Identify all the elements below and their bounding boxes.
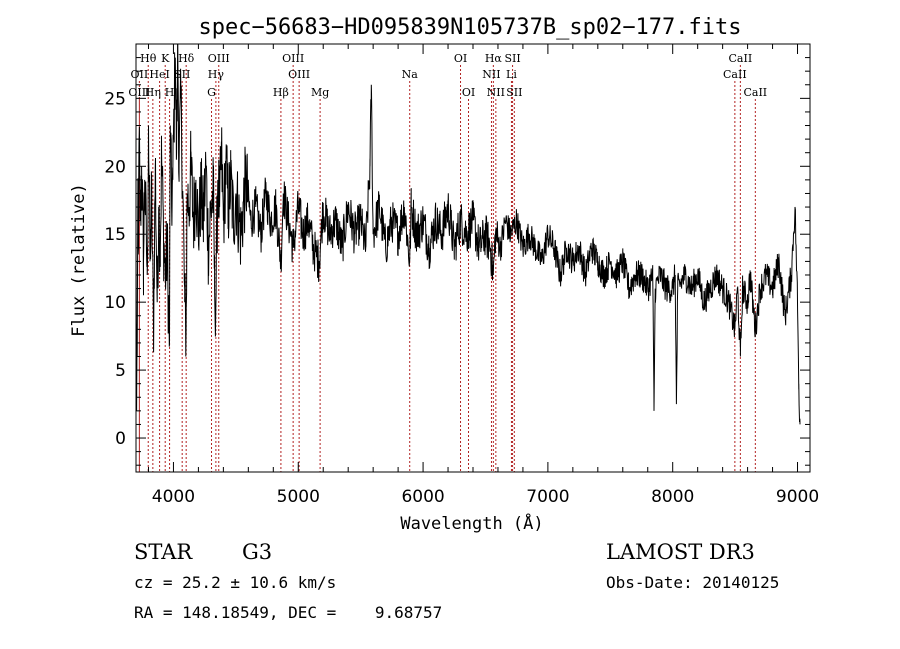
line-marker-label: NII <box>487 86 505 99</box>
line-marker-label: CaII <box>729 52 753 65</box>
y-tick-label: 20 <box>104 157 126 177</box>
line-marker-label: Hη <box>145 86 161 99</box>
line-marker-label: HeI <box>149 68 169 81</box>
line-marker-label: OII <box>131 68 149 81</box>
line-marker-label: NII <box>482 68 500 81</box>
survey-name: LAMOST DR3 <box>606 540 755 564</box>
spectrum-line <box>135 43 801 425</box>
emission-line-markers <box>138 65 756 472</box>
x-axis-ticks: 4000 5000 6000 7000 8000 9000 <box>147 44 819 507</box>
x-tick-label: 7000 <box>526 487 569 507</box>
y-axis-label: Flux (relative) <box>69 183 89 337</box>
line-marker-label: Hδ <box>178 52 195 65</box>
line-marker-label: OIII <box>288 68 310 81</box>
line-marker-label: SII <box>506 86 522 99</box>
line-marker-label: OI <box>462 86 475 99</box>
x-axis-label: Wavelength (Å) <box>400 512 543 534</box>
line-marker-label: OIII <box>282 52 304 65</box>
y-tick-label: 0 <box>115 429 126 449</box>
observation-date: Obs-Date: 20140125 <box>606 573 780 592</box>
line-marker-label: H <box>165 86 175 99</box>
line-marker-label: OI <box>454 52 467 65</box>
line-marker-label: CaII <box>723 68 747 81</box>
line-marker-label: Hγ <box>208 68 225 81</box>
y-tick-label: 10 <box>104 293 126 313</box>
y-tick-label: 15 <box>104 225 126 245</box>
line-marker-label: G <box>207 86 216 99</box>
x-tick-label: 4000 <box>152 487 195 507</box>
line-marker-label: Hα <box>485 52 503 65</box>
redshift-velocity: cz = 25.2 ± 10.6 km/s <box>134 573 337 592</box>
y-tick-label: 25 <box>104 89 126 109</box>
line-marker-label: Hβ <box>273 86 289 99</box>
line-marker-label: SII <box>504 52 520 65</box>
line-marker-label: OIII <box>128 86 150 99</box>
y-axis-ticks: 0 5 10 15 20 25 <box>104 57 810 466</box>
line-marker-label: Hθ <box>140 52 157 65</box>
ra-dec-coordinates: RA = 148.18549, DEC = 9.68757 <box>134 603 443 622</box>
line-marker-label: Na <box>402 68 419 81</box>
plot-frame <box>135 43 811 473</box>
y-tick-label: 5 <box>115 361 126 381</box>
x-tick-label: 8000 <box>651 487 694 507</box>
line-marker-label: OIII <box>208 52 230 65</box>
line-marker-label: Li <box>506 68 517 81</box>
x-tick-label: 6000 <box>401 487 444 507</box>
chart-title: spec−56683−HD095839N105737B_sp02−177.fit… <box>198 15 741 40</box>
line-marker-label: SII <box>174 68 190 81</box>
line-marker-label: K <box>161 52 170 65</box>
object-subclass: G3 <box>242 540 273 564</box>
line-marker-label: CaII <box>743 86 767 99</box>
object-class: STAR <box>134 540 193 564</box>
x-tick-label: 5000 <box>277 487 320 507</box>
x-tick-label: 9000 <box>776 487 819 507</box>
line-marker-label: Mg <box>311 86 329 99</box>
